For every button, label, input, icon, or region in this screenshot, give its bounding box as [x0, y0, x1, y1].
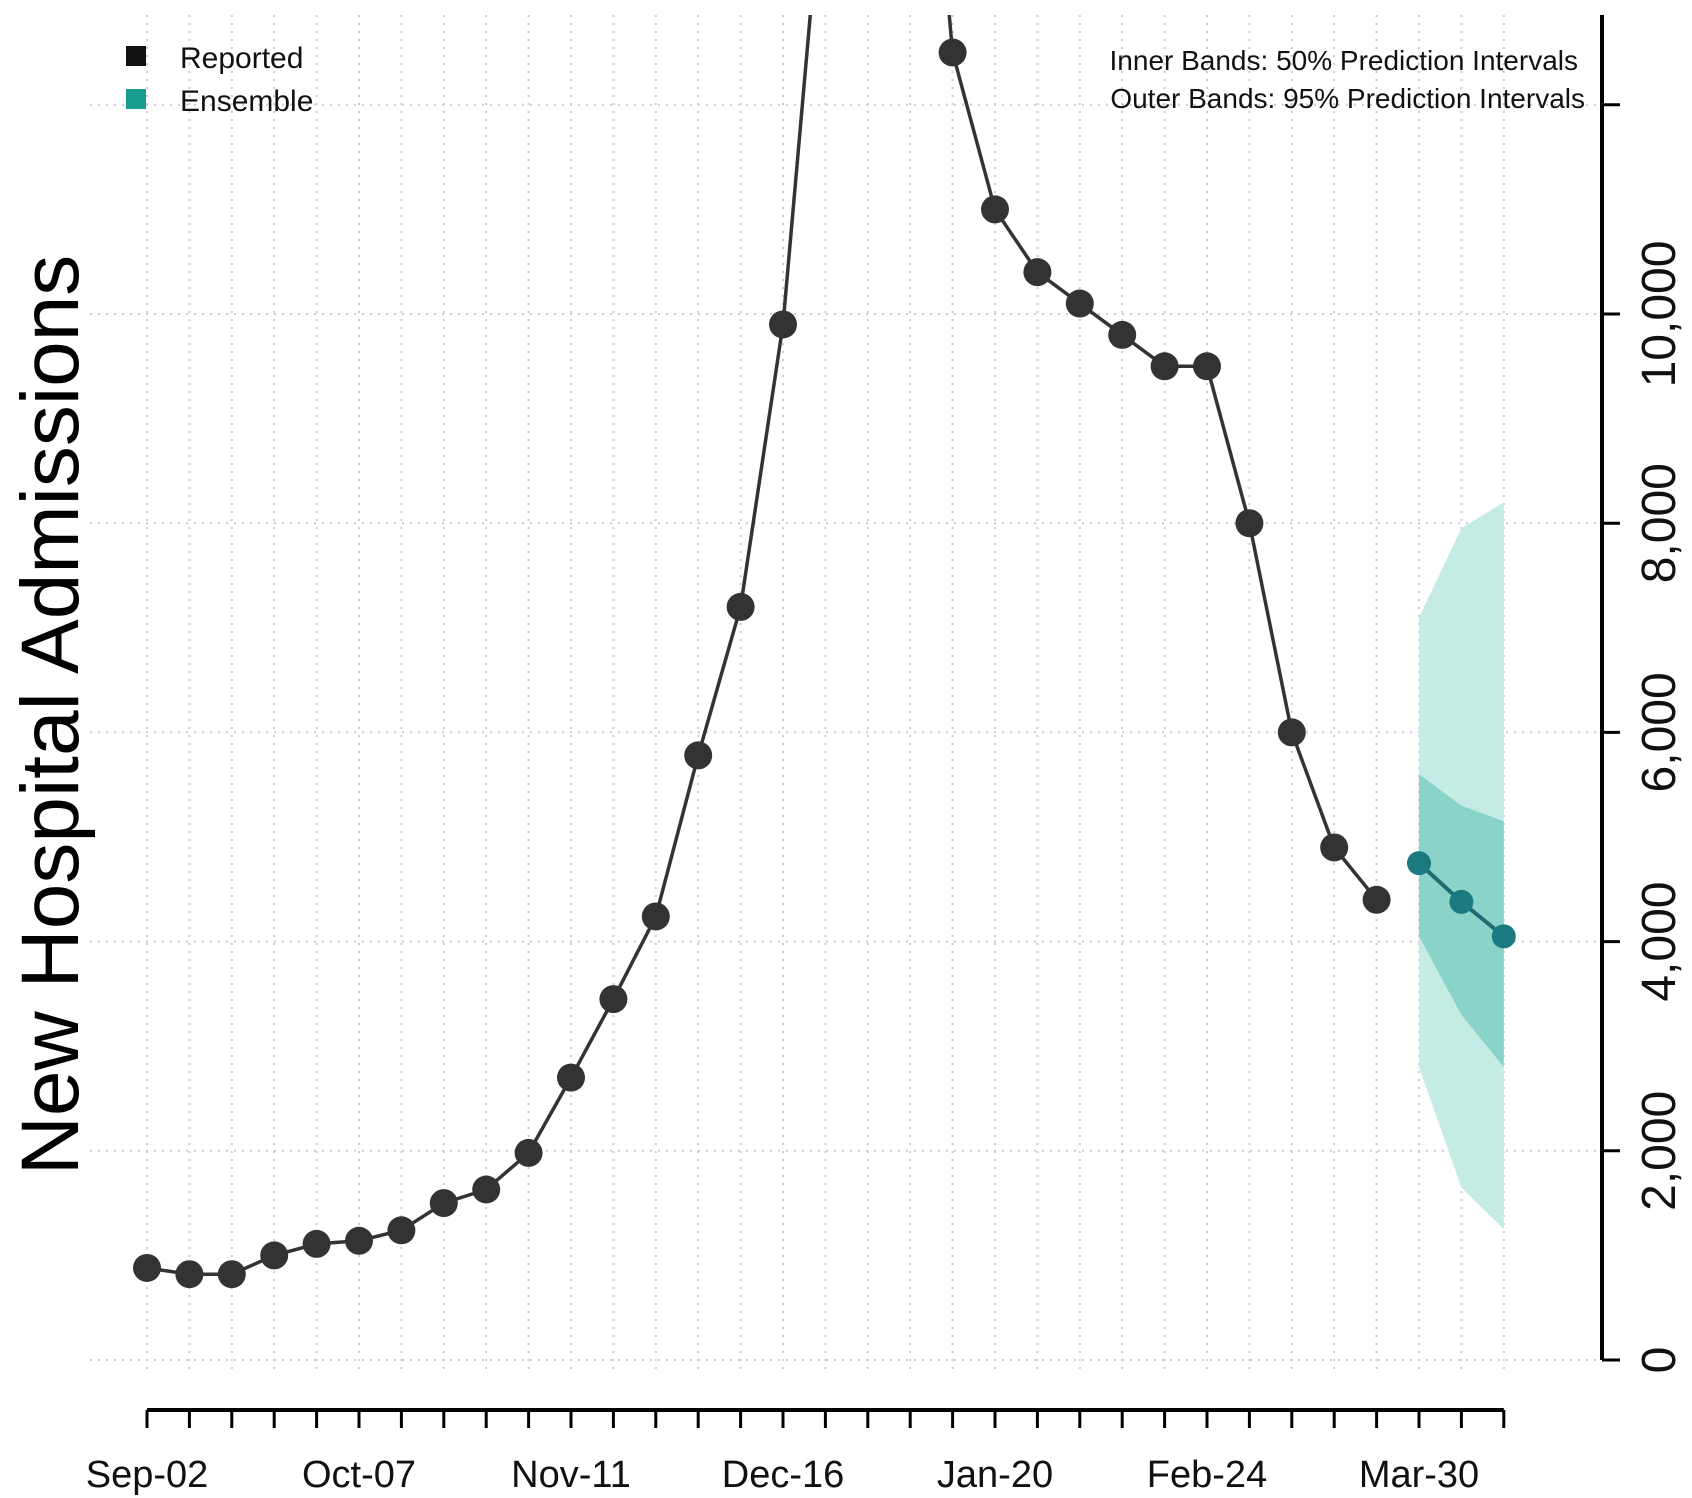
x-tick-label: Oct-07	[302, 1454, 416, 1496]
point-reported	[1277, 718, 1306, 747]
x-tick-label: Mar-30	[1359, 1454, 1479, 1496]
y-axis-label: New Hospital Admissions	[5, 255, 96, 1176]
series-points	[133, 38, 1516, 1289]
point-reported	[1108, 320, 1137, 349]
point-reported	[472, 1175, 501, 1204]
point-reported	[641, 902, 670, 931]
note-inner-bands: Inner Bands: 50% Prediction Intervals	[1110, 45, 1578, 76]
point-reported	[175, 1260, 204, 1289]
y-tick-label: 2,000	[1633, 1091, 1686, 1211]
point-reported	[1150, 352, 1179, 381]
point-reported	[769, 310, 797, 339]
grid	[90, 15, 1600, 1370]
point-reported	[599, 985, 628, 1014]
point-reported	[1362, 885, 1391, 914]
y-tick-label: 10,000	[1633, 241, 1686, 388]
legend-label-ensemble: Ensemble	[180, 85, 313, 118]
point-reported	[429, 1189, 458, 1218]
x-tick-label: Sep-02	[86, 1454, 209, 1496]
interval-notes: Inner Bands: 50% Prediction Intervals Ou…	[1110, 45, 1585, 114]
point-reported	[557, 1063, 585, 1092]
x-tick-label: Dec-16	[722, 1454, 845, 1496]
y-tick-label: 0	[1633, 1347, 1686, 1374]
point-reported	[387, 1216, 416, 1245]
point-reported	[726, 592, 755, 621]
x-tick-label: Jan-20	[937, 1454, 1053, 1496]
point-reported	[260, 1241, 289, 1270]
point-ensemble	[1407, 851, 1431, 876]
y-tick-label: 6,000	[1633, 672, 1686, 792]
x-tick-label: Feb-24	[1147, 1454, 1267, 1496]
series-line-reported	[146, 15, 1378, 1276]
y-tick-label: 4,000	[1633, 882, 1686, 1002]
point-reported	[302, 1229, 331, 1258]
point-ensemble	[1491, 924, 1516, 949]
point-reported	[514, 1138, 543, 1167]
point-reported	[1023, 258, 1052, 287]
legend: Reported Ensemble	[126, 42, 313, 118]
point-reported	[1193, 352, 1221, 381]
legend-label-reported: Reported	[180, 42, 303, 75]
y-tick-label: 8,000	[1633, 463, 1686, 583]
point-reported	[217, 1260, 246, 1289]
x-tick-label: Nov-11	[511, 1454, 631, 1496]
point-reported	[1065, 289, 1094, 318]
x-tick-labels: Sep-02 Oct-07 Nov-11 Dec-16 Jan-20 Feb-24 Mar-…	[86, 1454, 1479, 1496]
prediction-bands	[1419, 502, 1504, 1230]
y-tick-labels: 0 2,000 4,000 6,000 8,000 10,000	[1633, 241, 1686, 1374]
legend-swatch-ensemble	[126, 89, 146, 109]
note-outer-bands: Outer Bands: 95% Prediction Intervals	[1110, 83, 1585, 114]
legend-swatch-reported	[126, 46, 146, 66]
point-ensemble	[1449, 889, 1474, 914]
point-reported	[684, 741, 713, 770]
axes	[145, 15, 1620, 1428]
point-reported	[1320, 833, 1349, 862]
band-50	[1419, 774, 1504, 1068]
point-reported	[133, 1253, 161, 1282]
point-reported	[981, 195, 1009, 224]
point-reported	[345, 1226, 373, 1255]
point-reported	[938, 38, 967, 67]
point-reported	[1235, 509, 1264, 538]
